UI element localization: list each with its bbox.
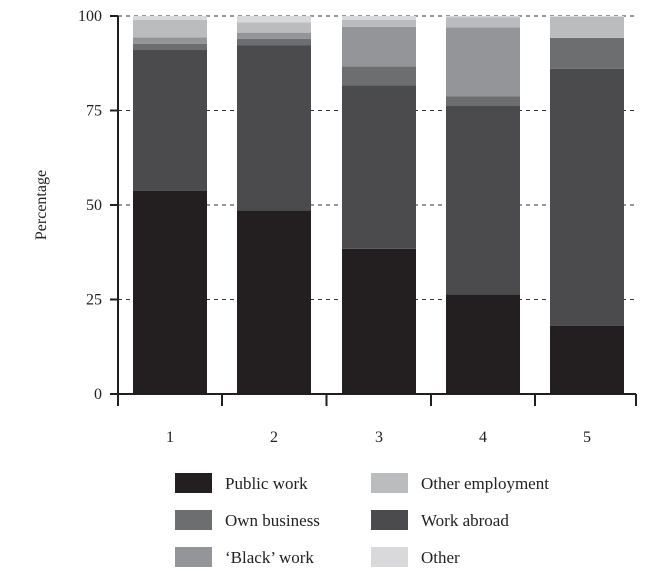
y-tick-label: 75	[86, 103, 102, 120]
bars	[133, 16, 624, 394]
legend-swatch	[371, 547, 408, 567]
y-axis-label: Percentage	[33, 170, 50, 240]
y-tick-label: 50	[86, 197, 102, 214]
legend-swatch	[175, 547, 212, 567]
bar-segment	[446, 27, 520, 97]
bar-segment	[237, 16, 311, 23]
legend-label: Own business	[225, 511, 320, 530]
legend-label: Other employment	[421, 474, 549, 493]
bar-segment	[342, 85, 416, 249]
bar-segment	[446, 17, 520, 28]
legend-swatch	[371, 473, 408, 493]
bar-segment	[446, 105, 520, 295]
legend-swatch	[371, 510, 408, 530]
legend-item: Public work	[175, 473, 308, 493]
legend-label: Public work	[225, 474, 308, 493]
x-ticks: 1 2 3 4 5	[117, 394, 637, 446]
bar-segment	[446, 294, 520, 394]
legend-item: Other	[371, 547, 460, 567]
bar-segment	[133, 16, 207, 20]
legend: Public work Other employment Own business W…	[175, 473, 549, 567]
y-tick-label: 100	[78, 8, 102, 25]
legend-label: ‘Black’ work	[225, 548, 314, 567]
legend-item: Own business	[175, 510, 320, 530]
bar-segment	[342, 16, 416, 20]
bar-segment	[550, 37, 624, 69]
legend-label: Work abroad	[421, 511, 509, 530]
bar-segment	[133, 190, 207, 394]
bar-segment	[550, 325, 624, 394]
bar-segment	[237, 22, 311, 33]
bar-segment	[133, 19, 207, 38]
x-tick-label: 3	[375, 429, 383, 446]
bar-segment	[237, 210, 311, 394]
bar-segment	[550, 16, 624, 38]
x-tick-label: 2	[270, 429, 278, 446]
y-tick-label: 25	[86, 292, 102, 309]
bar-segment	[342, 248, 416, 394]
bar-segment	[133, 37, 207, 44]
bar-segment	[550, 16, 624, 17]
legend-swatch	[175, 473, 212, 493]
legend-item: Work abroad	[371, 510, 509, 530]
bar-segment	[237, 38, 311, 46]
axes	[117, 16, 636, 406]
bar-segment	[133, 50, 207, 191]
y-ticks: 0 25 50 75 100	[78, 8, 118, 403]
legend-swatch	[175, 510, 212, 530]
bar-segment	[446, 96, 520, 106]
x-tick-label: 5	[583, 429, 591, 446]
x-tick-label: 4	[479, 429, 487, 446]
legend-item: Other employment	[371, 473, 549, 493]
bar-segment	[342, 26, 416, 67]
bar-segment	[237, 32, 311, 39]
bar-segment	[237, 45, 311, 211]
bar-segment	[550, 68, 624, 326]
legend-item: ‘Black’ work	[175, 547, 314, 567]
bar-segment	[133, 43, 207, 51]
bar-segment	[342, 19, 416, 27]
bar-segment	[446, 16, 520, 18]
y-tick-label: 0	[94, 386, 102, 403]
x-tick-label: 1	[166, 429, 174, 446]
bar-segment	[342, 66, 416, 86]
legend-label: Other	[421, 548, 460, 567]
